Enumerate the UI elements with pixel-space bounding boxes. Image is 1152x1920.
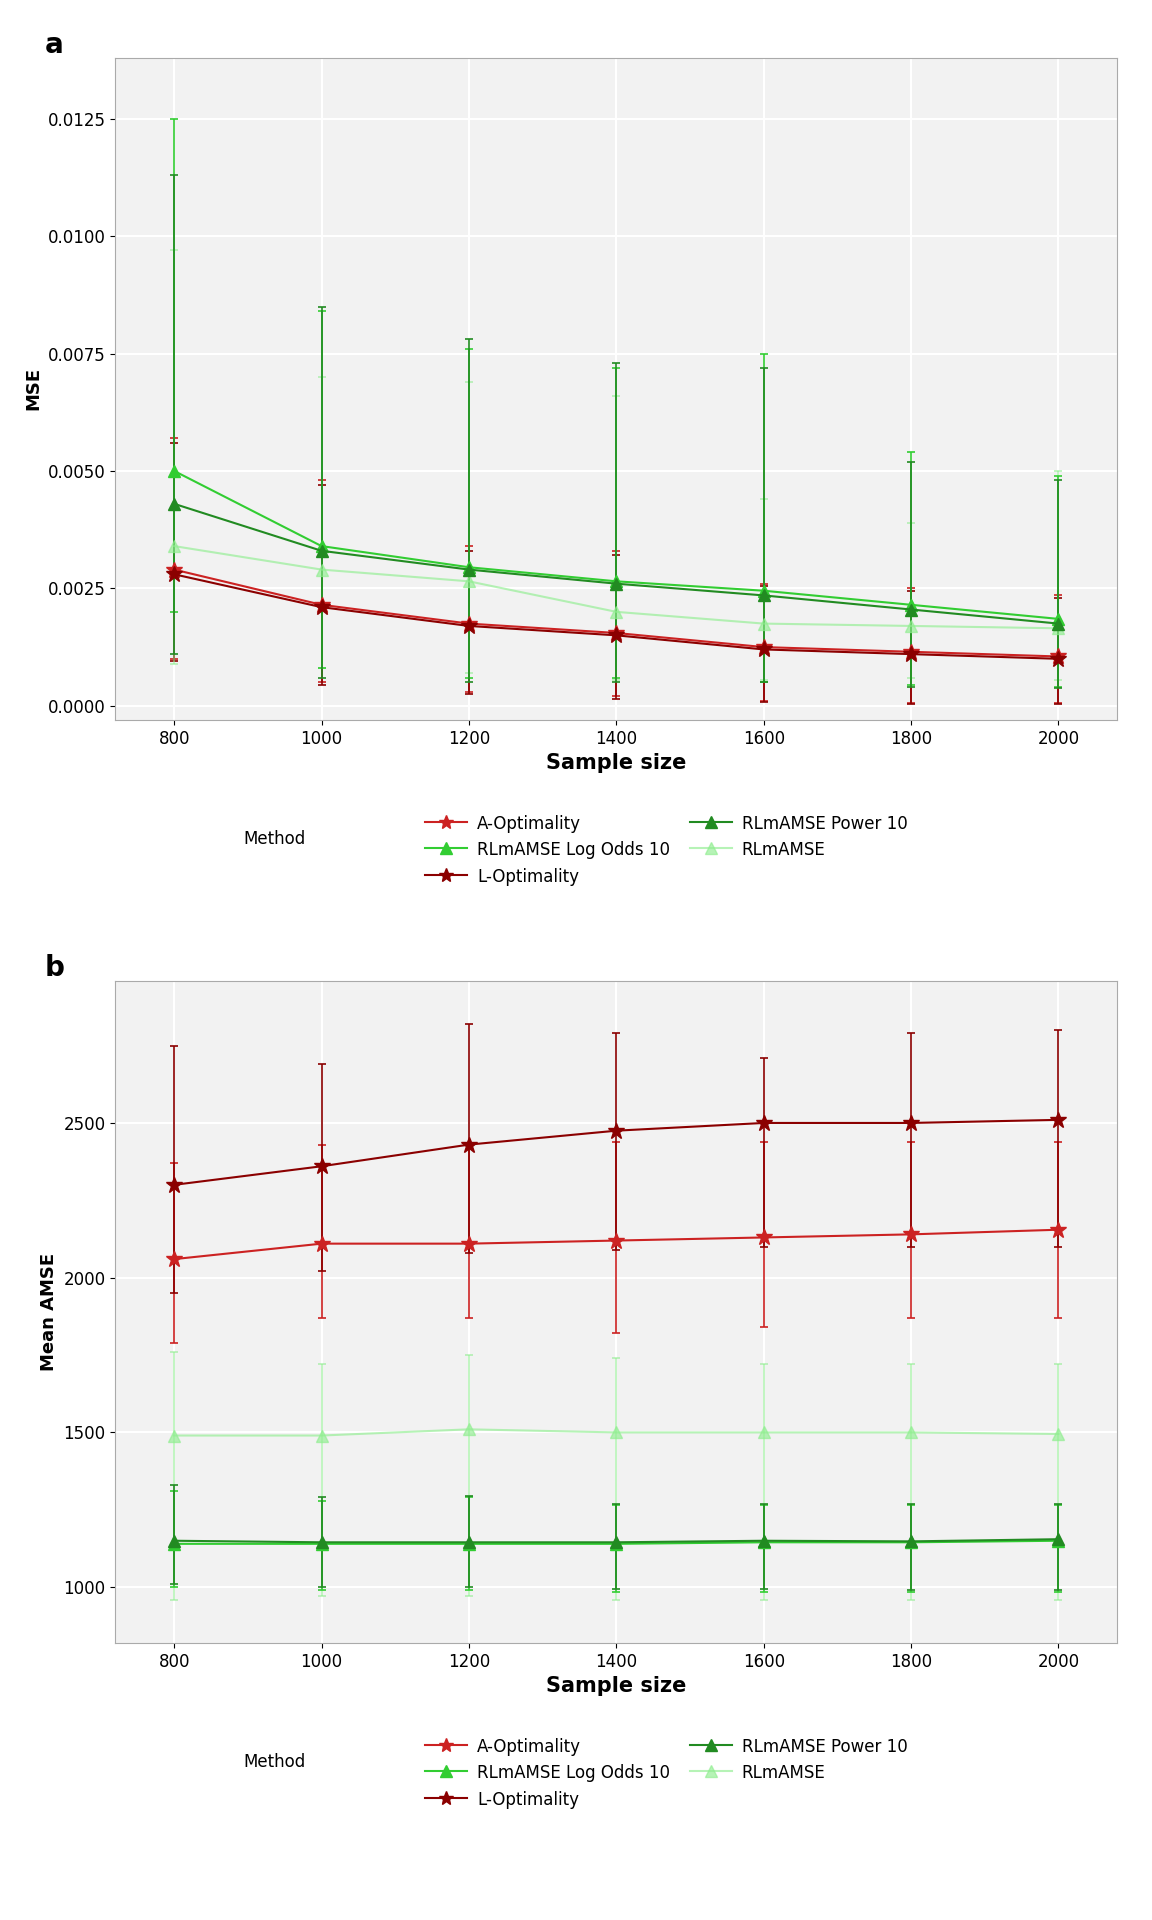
Text: Method: Method <box>243 831 305 849</box>
Legend: A-Optimality, RLmAMSE Log Odds 10, L-Optimality, RLmAMSE Power 10, RLmAMSE, : A-Optimality, RLmAMSE Log Odds 10, L-Opt… <box>425 1738 908 1809</box>
Text: b: b <box>45 954 65 983</box>
Text: Method: Method <box>243 1753 305 1772</box>
Text: a: a <box>45 31 63 60</box>
Y-axis label: MSE: MSE <box>24 367 41 411</box>
X-axis label: Sample size: Sample size <box>546 753 687 774</box>
Legend: A-Optimality, RLmAMSE Log Odds 10, L-Optimality, RLmAMSE Power 10, RLmAMSE, : A-Optimality, RLmAMSE Log Odds 10, L-Opt… <box>425 814 908 885</box>
X-axis label: Sample size: Sample size <box>546 1676 687 1695</box>
Y-axis label: Mean AMSE: Mean AMSE <box>40 1252 58 1371</box>
